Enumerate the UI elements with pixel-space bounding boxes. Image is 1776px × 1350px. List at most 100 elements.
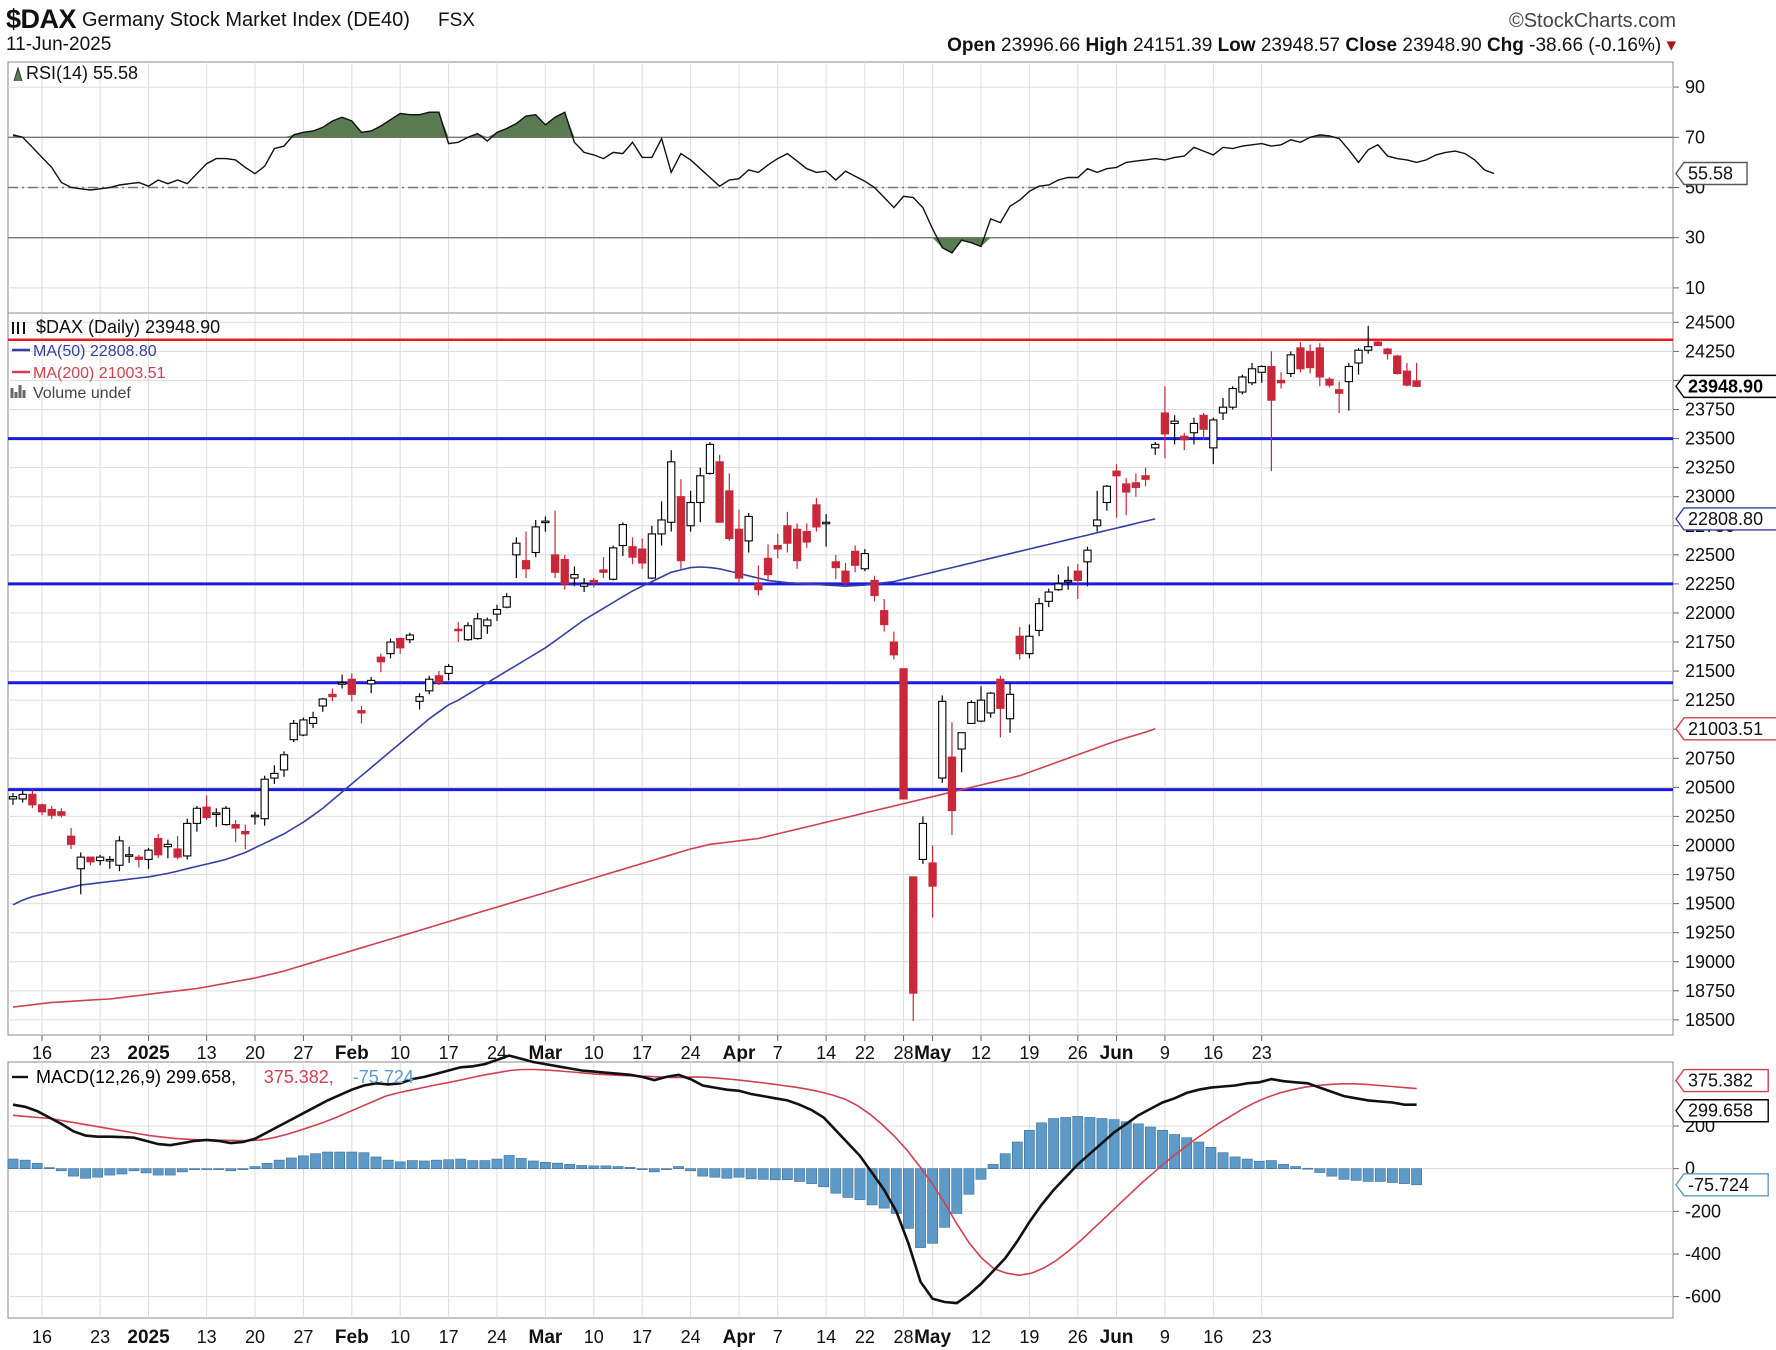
macd-histogram-bar bbox=[1108, 1119, 1120, 1169]
macd-histogram-bar bbox=[1399, 1168, 1410, 1184]
macd-histogram-bar bbox=[903, 1168, 914, 1229]
macd-x-tick-label: 13 bbox=[197, 1327, 217, 1347]
candle-body bbox=[1073, 570, 1082, 581]
macd-histogram-bar bbox=[588, 1165, 600, 1169]
price-last-value-0-box bbox=[1675, 374, 1776, 399]
macd-histogram-bar bbox=[80, 1168, 91, 1179]
candle-body bbox=[792, 528, 802, 562]
low-label: Low bbox=[1217, 35, 1256, 56]
macd-histogram-bar bbox=[1350, 1168, 1362, 1181]
candle-body bbox=[676, 496, 686, 562]
macd-x-tick-label: 17 bbox=[632, 1327, 652, 1347]
x-tick-label: 16 bbox=[1203, 1043, 1223, 1063]
macd-histogram-bar bbox=[661, 1168, 672, 1170]
high-value: 24151.39 bbox=[1133, 35, 1213, 56]
rsi-icon bbox=[13, 66, 23, 82]
price-tick-label: 22500 bbox=[1685, 545, 1735, 565]
x-tick-label: 17 bbox=[632, 1043, 652, 1063]
macd-x-tick-label: 24 bbox=[487, 1327, 507, 1347]
x-tick-label: 10 bbox=[390, 1043, 410, 1063]
macd-histogram-bar bbox=[1181, 1137, 1193, 1169]
macd-histogram-bar bbox=[709, 1168, 721, 1178]
price-last-value-1: 22808.80 bbox=[1688, 509, 1763, 529]
macd-histogram-bar bbox=[116, 1168, 128, 1175]
macd-histogram-bar bbox=[842, 1168, 854, 1198]
candle-body bbox=[899, 668, 908, 800]
macd-last-value-0: 375.382 bbox=[1688, 1071, 1753, 1091]
price-last-value-2-box bbox=[1675, 717, 1776, 741]
candle-body bbox=[1402, 370, 1412, 386]
price-tick-label: 20750 bbox=[1685, 748, 1735, 768]
macd-histogram-bar bbox=[1145, 1126, 1156, 1169]
candle-body bbox=[696, 475, 705, 504]
candle-body bbox=[1315, 347, 1324, 378]
rsi-line bbox=[12, 111, 1495, 254]
macd-histogram-bar bbox=[1011, 1141, 1023, 1169]
x-tick-label: 24 bbox=[681, 1043, 701, 1063]
candle-body bbox=[725, 490, 734, 540]
candle-body bbox=[1112, 470, 1121, 477]
macd-histogram-bar bbox=[1253, 1160, 1265, 1169]
macd-histogram-bar bbox=[261, 1163, 273, 1169]
macd-histogram-bar bbox=[43, 1167, 55, 1169]
candle-body bbox=[434, 675, 444, 684]
candle-body bbox=[812, 504, 821, 528]
macd-last-value-2-box bbox=[1675, 1173, 1769, 1197]
rsi-title: RSI(14) 55.58 bbox=[26, 63, 138, 83]
candle-body bbox=[928, 862, 937, 887]
macd-histogram-bar bbox=[7, 1158, 19, 1169]
macd-title-part-0: MACD(12,26,9) 299.658, bbox=[36, 1067, 236, 1087]
candle-body bbox=[831, 561, 840, 569]
macd-last-value-2: -75.724 bbox=[1688, 1175, 1749, 1195]
macd-histogram-bar bbox=[370, 1156, 382, 1169]
candle-body bbox=[386, 641, 395, 655]
macd-tick-label: -400 bbox=[1685, 1244, 1721, 1264]
candle-body bbox=[1296, 347, 1305, 370]
candle-body bbox=[638, 548, 647, 564]
candle-body bbox=[241, 830, 250, 835]
macd-histogram-bar bbox=[1314, 1168, 1326, 1173]
macd-x-tick-label: 14 bbox=[816, 1327, 836, 1347]
candle-body bbox=[163, 843, 173, 848]
macd-last-value-1: 299.658 bbox=[1688, 1101, 1753, 1121]
low-value: 23948.57 bbox=[1260, 35, 1341, 56]
macd-histogram-bar bbox=[443, 1159, 454, 1169]
candle-body bbox=[560, 558, 569, 585]
candle-body bbox=[231, 824, 240, 829]
price-tick-label: 20500 bbox=[1685, 777, 1735, 797]
candle-body bbox=[192, 807, 202, 824]
price-panel: 1850018750190001925019500197502000020250… bbox=[7, 312, 1776, 1348]
macd-histogram-bar bbox=[1266, 1160, 1277, 1169]
legend-ma50: MA(50) 22808.80 bbox=[33, 343, 157, 360]
candle-body bbox=[483, 619, 492, 627]
candle-body bbox=[37, 804, 47, 813]
candle-body bbox=[1218, 406, 1228, 414]
macd-histogram-bar bbox=[854, 1168, 866, 1200]
candle-body bbox=[1335, 389, 1344, 394]
macd-x-tick-label: 26 bbox=[1068, 1327, 1088, 1347]
macd-histogram-bar bbox=[540, 1161, 551, 1169]
candle-body bbox=[318, 698, 327, 707]
macd-histogram-bar bbox=[939, 1168, 951, 1228]
candle-body bbox=[550, 554, 560, 573]
macd-histogram-bar bbox=[987, 1164, 999, 1169]
candle-body bbox=[1412, 380, 1421, 387]
candle-body bbox=[599, 569, 608, 573]
candle-body bbox=[870, 579, 879, 597]
candle-body bbox=[1325, 378, 1334, 386]
candle-body bbox=[144, 849, 153, 860]
x-tick-label: 27 bbox=[293, 1043, 313, 1063]
candle-body bbox=[8, 796, 18, 800]
macd-histogram-bar bbox=[1374, 1168, 1386, 1182]
macd-x-tick-label: 10 bbox=[584, 1327, 604, 1347]
macd-histogram-bar bbox=[1193, 1141, 1205, 1169]
x-tick-label: 22 bbox=[855, 1043, 875, 1063]
candle-body bbox=[492, 608, 502, 615]
x-tick-label: 17 bbox=[439, 1043, 459, 1063]
macd-histogram-bar bbox=[1036, 1122, 1047, 1169]
macd-histogram-bar bbox=[503, 1155, 515, 1169]
source-logo[interactable]: ©StockCharts.com bbox=[1508, 10, 1676, 32]
candle-body bbox=[1063, 579, 1073, 583]
